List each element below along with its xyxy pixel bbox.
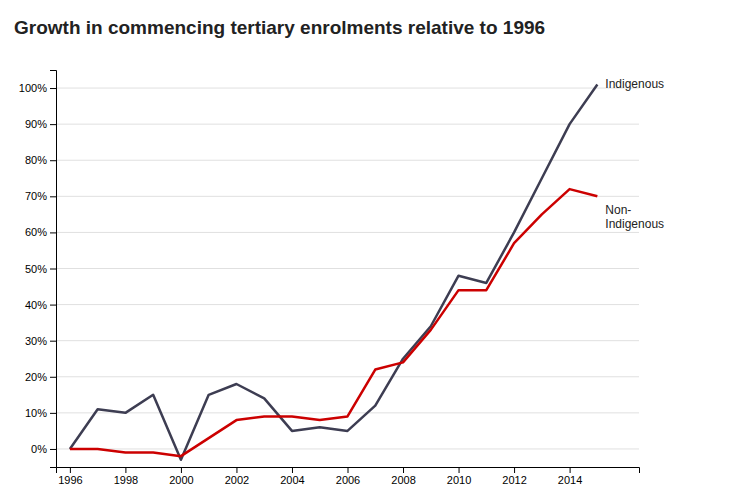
tick-mark (236, 467, 237, 473)
tick: 2008 (391, 467, 415, 486)
tick: 60% (25, 226, 56, 238)
tick-mark (570, 467, 571, 473)
tick-mark (459, 467, 460, 473)
chart: Growth in commencing tertiary enrolments… (0, 0, 754, 503)
title: Growth in commencing tertiary enrolments… (14, 17, 545, 38)
plot: 0%10%20%30%40%50%60%70%80%90%100%1996199… (19, 71, 664, 486)
tick-mark (50, 269, 56, 270)
grid-line (56, 88, 639, 89)
tick-label: 60% (25, 226, 47, 238)
tick-label: 30% (25, 335, 47, 347)
tick: 10% (25, 407, 56, 419)
grid-line (56, 196, 639, 197)
tick-label: 2000 (169, 474, 193, 486)
tick-mark (50, 124, 56, 125)
tick-label: 2006 (336, 474, 360, 486)
x-axis: 1996 1998 2000 2002 2004 2006 2008 2010 2012 2014 (57, 467, 640, 486)
tick-mark (70, 467, 71, 473)
tick-mark (50, 341, 56, 342)
tick-mark (50, 196, 56, 197)
tick: 2004 (280, 467, 304, 486)
grid-line (56, 340, 639, 341)
grid-line (56, 376, 639, 377)
tick-label: 2004 (280, 474, 304, 486)
marks (70, 84, 597, 459)
grid-line (56, 448, 639, 449)
tick-mark (50, 377, 56, 378)
tick: 2000 (169, 467, 193, 486)
tick: 100% (19, 82, 56, 94)
tick-mark (181, 467, 182, 473)
tick: 2006 (336, 467, 360, 486)
tick-mark (403, 467, 404, 473)
tick-label: 20% (25, 371, 47, 383)
y-axis: 0% 10% 20% 30% 40% 50% 60% 70% 80% 90% 100% (19, 71, 57, 468)
line-label: Non-Indigenous (605, 203, 664, 231)
tick-label: 40% (25, 299, 47, 311)
grid-line (56, 124, 639, 125)
tick-label: 1996 (58, 474, 82, 486)
tick: 2010 (447, 467, 471, 486)
grid-line (56, 268, 639, 269)
labels: Indigenous Non-Indigenous (605, 77, 664, 231)
tick-mark (50, 305, 56, 306)
tick-label: 2012 (502, 474, 526, 486)
tick-label: 100% (19, 82, 47, 94)
tick: 2012 (502, 467, 526, 486)
line (70, 189, 597, 456)
tick: 1996 (58, 467, 82, 486)
grid-line (56, 232, 639, 233)
tick-label: 2014 (558, 474, 582, 486)
tick-label: 2008 (391, 474, 415, 486)
tick-mark (50, 449, 56, 450)
tick: 1998 (114, 467, 138, 486)
tick-label: 0% (31, 443, 47, 455)
tick: 20% (25, 371, 56, 383)
tick-label: 1998 (114, 474, 138, 486)
tick-mark (514, 467, 515, 473)
grid-line (56, 304, 639, 305)
tick-mark (50, 160, 56, 161)
tick: 2002 (225, 467, 249, 486)
grid-line (56, 412, 639, 413)
axis-line (50, 71, 57, 468)
tick-mark (348, 467, 349, 473)
tick: 40% (25, 299, 56, 311)
tick: 2014 (558, 467, 582, 486)
tick: 80% (25, 154, 56, 166)
tick: 50% (25, 263, 56, 275)
tick-label: 10% (25, 407, 47, 419)
tick-mark (50, 88, 56, 89)
tick-label: 90% (25, 118, 47, 130)
tick-label: 80% (25, 154, 47, 166)
tick-label: 50% (25, 263, 47, 275)
tick: 30% (25, 335, 56, 347)
line (70, 84, 597, 459)
tick-mark (50, 232, 56, 233)
tick-label: 2002 (225, 474, 249, 486)
tick: 0% (31, 443, 56, 455)
tick-label: 2010 (447, 474, 471, 486)
grid (56, 88, 639, 449)
line-label: Indigenous (605, 77, 664, 91)
tick: 70% (25, 190, 56, 202)
tick-mark (50, 413, 56, 414)
tick-label: 70% (25, 190, 47, 202)
axis-line (57, 468, 640, 474)
tick-mark (292, 467, 293, 473)
tick: 90% (25, 118, 56, 130)
tick-mark (125, 467, 126, 473)
